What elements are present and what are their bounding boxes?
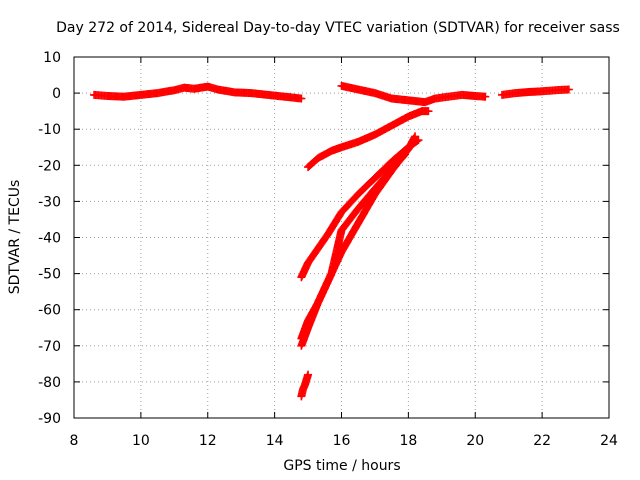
y-tick-label: 10 [43,50,61,66]
y-tick-label: 0 [52,86,61,102]
y-tick-label: -80 [38,375,61,391]
data-point-marker [401,150,410,159]
y-tick-label: -70 [38,339,61,355]
data-point-marker [564,85,573,94]
y-tick-label: -40 [38,231,61,247]
x-tick-label: 16 [333,433,351,449]
data-point-marker [400,151,409,160]
series-segment-1 [337,81,490,107]
series-segment-7 [297,370,313,401]
chart-title: Day 272 of 2014, Sidereal Day-to-day VTE… [56,20,620,36]
x-axis-label: GPS time / hours [283,458,400,474]
x-tick-label: 10 [132,433,150,449]
y-tick-label: -10 [38,122,61,138]
y-axis-label: SDTVAR / TECUs [7,180,23,295]
series-segment-6 [297,150,410,343]
data-series [90,81,573,401]
x-tick-label: 20 [466,433,484,449]
data-point-marker [297,94,306,103]
axis-ticks [73,56,610,419]
x-tick-label: 22 [533,433,551,449]
y-tick-label: -50 [38,267,61,283]
y-tick-label: -60 [38,303,61,319]
y-tick-label: -30 [38,194,61,210]
y-tick-label: -90 [38,411,61,427]
x-tick-label: 12 [199,433,217,449]
data-point-marker [304,370,313,379]
y-tick-labels: 10 0 -10 -20 -30 -40 -50 -60 -70 -80 -90 [38,50,61,427]
x-tick-labels: 8 10 12 14 16 18 20 22 24 [70,433,618,449]
series-segment-4 [297,136,423,282]
series-segment-3 [304,107,433,172]
series-segment-2 [498,85,573,99]
data-point-marker [411,132,420,141]
data-point-marker [481,92,490,101]
x-tick-label: 18 [399,433,417,449]
x-tick-label: 14 [266,433,284,449]
x-tick-label: 24 [600,433,618,449]
series-segment-0 [90,82,306,103]
data-point-marker [424,107,433,116]
x-tick-label: 8 [70,433,79,449]
y-tick-label: -20 [38,158,61,174]
